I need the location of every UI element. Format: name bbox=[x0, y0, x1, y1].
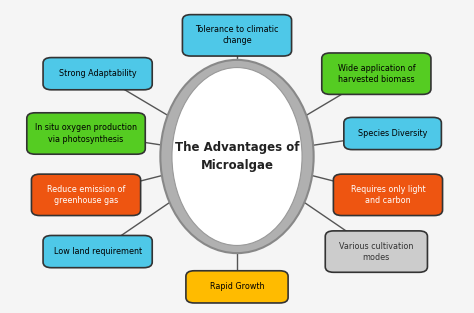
FancyBboxPatch shape bbox=[322, 53, 431, 95]
Ellipse shape bbox=[160, 60, 314, 253]
FancyBboxPatch shape bbox=[27, 113, 145, 154]
FancyBboxPatch shape bbox=[31, 174, 141, 216]
FancyBboxPatch shape bbox=[333, 174, 443, 216]
FancyBboxPatch shape bbox=[344, 117, 441, 150]
Text: Requires only light
and carbon: Requires only light and carbon bbox=[351, 185, 425, 205]
Text: Low land requirement: Low land requirement bbox=[54, 247, 142, 256]
FancyBboxPatch shape bbox=[182, 15, 292, 56]
Text: Rapid Growth: Rapid Growth bbox=[210, 282, 264, 291]
Text: Wide application of
harvested biomass: Wide application of harvested biomass bbox=[337, 64, 415, 84]
Ellipse shape bbox=[172, 68, 302, 245]
Text: Species Diversity: Species Diversity bbox=[358, 129, 427, 138]
FancyBboxPatch shape bbox=[43, 235, 152, 268]
Text: Various cultivation
modes: Various cultivation modes bbox=[339, 242, 413, 262]
Text: Reduce emission of
greenhouse gas: Reduce emission of greenhouse gas bbox=[47, 185, 125, 205]
Text: The Advantages of
Microalgae: The Advantages of Microalgae bbox=[175, 141, 299, 172]
Text: In situ oxygen production
via photosynthesis: In situ oxygen production via photosynth… bbox=[35, 123, 137, 144]
FancyBboxPatch shape bbox=[186, 271, 288, 303]
Text: Tolerance to climatic
change: Tolerance to climatic change bbox=[195, 25, 279, 45]
FancyBboxPatch shape bbox=[43, 58, 152, 90]
FancyBboxPatch shape bbox=[325, 231, 428, 272]
Text: Strong Adaptability: Strong Adaptability bbox=[59, 69, 137, 78]
